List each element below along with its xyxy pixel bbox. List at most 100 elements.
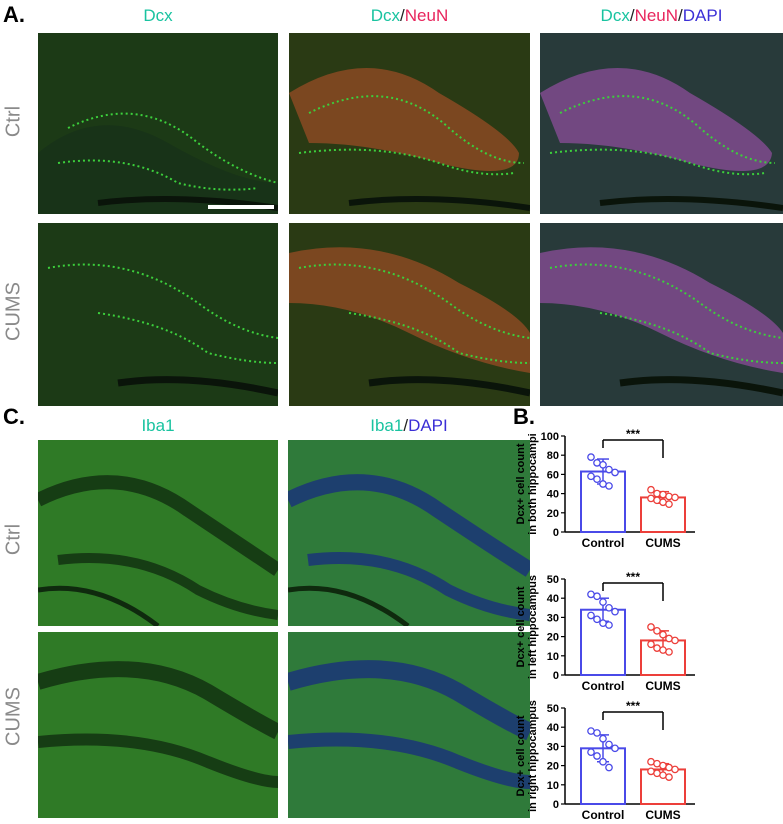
data-point [659, 630, 667, 639]
panel-letter-c: C. [3, 404, 25, 429]
data-point [605, 465, 613, 474]
panel-a-col-title-3: Dcx/NeuN/DAPI [540, 6, 783, 26]
data-point [593, 729, 601, 737]
y-tick-label: 60 [547, 469, 559, 481]
data-point [587, 453, 595, 461]
panel-a-row-label-ctrl: Ctrl [2, 105, 25, 138]
panel-letter-b: B. [513, 404, 535, 429]
y-tick-label: 40 [547, 722, 559, 734]
stain-label-iba1: Iba1 [370, 416, 404, 435]
stain-label-separator: / [400, 6, 405, 25]
x-tick-label: CUMS [645, 536, 680, 550]
micrograph-dcx-neun-cums [289, 223, 530, 406]
micrograph-iba1-dapi-cums [288, 632, 530, 818]
y-tick-label: 20 [547, 761, 559, 773]
y-tick-label: 50 [547, 574, 559, 586]
data-point [647, 640, 655, 649]
scale-bar [208, 205, 274, 209]
data-point [605, 763, 613, 772]
stain-label-dapi: DAPI [408, 416, 448, 435]
panel-b-charts: Dcx+ cell count in both hippocampi 0204060… [515, 428, 695, 822]
y-axis-label: Dcx+ cell count [515, 586, 527, 667]
data-point [665, 773, 673, 781]
micrograph-dcx-neun-dapi-ctrl [540, 33, 783, 214]
x-tick-label: Control [582, 536, 625, 550]
stain-label-separator: / [629, 6, 635, 25]
y-tick-label: 50 [547, 703, 559, 715]
y-tick-label: 10 [547, 780, 559, 792]
y-axis-label: in both hippocampi [527, 433, 539, 534]
stain-label-neun: NeuN [404, 6, 449, 25]
data-point [671, 493, 679, 502]
y-tick-label: 10 [547, 651, 559, 663]
data-point [599, 460, 607, 469]
panel-a-row-label-cums: CUMS [2, 282, 25, 341]
chart-1: Dcx+ cell count in both hippocampi 0 20 40 60… [515, 428, 695, 550]
x-tick-label: CUMS [645, 679, 680, 693]
significance-label: *** [626, 699, 640, 713]
y-axis-label: in right hippocampus [527, 700, 539, 812]
y-tick-label: 80 [547, 450, 559, 462]
micrograph-dcx-cums [38, 223, 278, 406]
micrograph-dcx-neun-ctrl [289, 33, 530, 214]
panel-c-row-label-ctrl: Ctrl [2, 523, 25, 556]
micrograph-iba1-dapi-ctrl [288, 440, 530, 626]
panel-c-row-label-cums: CUMS [2, 687, 25, 746]
data-point [653, 626, 661, 635]
data-point [647, 485, 655, 494]
panel-a-col-title-1: Dcx [38, 6, 278, 26]
data-point [587, 472, 595, 481]
data-point [605, 621, 613, 629]
data-point [611, 607, 619, 616]
stain-label-dcx: Dcx [370, 6, 401, 25]
stain-label-dcx: Dcx [600, 6, 630, 25]
y-tick-label: 30 [547, 741, 559, 753]
data-point [671, 765, 679, 774]
chart-3: Dcx+ cell count in right hippocampus 0 10 20… [515, 699, 695, 822]
y-tick-label: 30 [547, 612, 559, 624]
y-tick-label: 0 [553, 527, 559, 539]
data-point [605, 603, 613, 612]
data-point [587, 611, 595, 620]
y-axis-label: in left hippocampus [527, 575, 539, 679]
data-point [647, 623, 655, 631]
data-point [593, 592, 601, 601]
data-point [593, 615, 601, 624]
data-point [665, 492, 673, 501]
stain-label-dcx: Dcx [143, 6, 173, 25]
data-point [611, 744, 619, 753]
data-point [611, 468, 619, 477]
y-tick-label: 20 [547, 632, 559, 644]
data-point [653, 489, 661, 498]
data-point [671, 636, 679, 645]
micrograph-dcx-neun-dapi-cums [540, 223, 783, 406]
significance-label: *** [626, 428, 640, 441]
data-point [593, 475, 601, 484]
y-tick-label: 40 [547, 593, 559, 605]
chart-2: Dcx+ cell count in left hippocampus 0 10 20 3… [515, 570, 695, 693]
y-axis-label: Dcx+ cell count [515, 443, 527, 524]
data-point [665, 500, 673, 509]
data-point [599, 734, 607, 743]
y-tick-label: 20 [547, 508, 559, 520]
data-point [599, 757, 607, 766]
significance-label: *** [626, 570, 640, 584]
y-tick-label: 100 [541, 431, 559, 443]
y-tick-label: 0 [553, 799, 559, 811]
stain-label-neun: NeuN [634, 6, 679, 25]
micrograph-iba1-ctrl [38, 440, 278, 626]
micrograph-dcx-ctrl [38, 33, 278, 214]
panel-letter-a: A. [3, 2, 25, 27]
panel-a-col-title-2: Dcx/NeuN [289, 6, 530, 26]
data-point [605, 482, 613, 490]
data-point [587, 748, 595, 757]
x-tick-label: Control [582, 808, 625, 822]
data-point [605, 740, 613, 749]
panel-c-col-title-2: Iba1/DAPI [288, 416, 530, 436]
panel-c-col-title-1: Iba1 [38, 416, 278, 436]
stain-label-separator: / [678, 6, 683, 25]
stain-label-separator: / [403, 416, 409, 435]
stain-label-iba1: Iba1 [141, 416, 175, 435]
micrograph-iba1-cums [38, 632, 278, 818]
y-tick-label: 40 [547, 489, 559, 501]
